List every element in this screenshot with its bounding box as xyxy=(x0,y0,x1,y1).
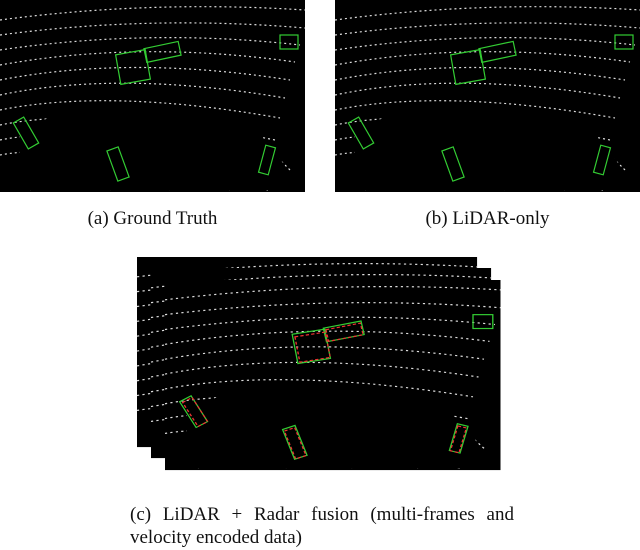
caption: (a) Ground Truth xyxy=(87,208,218,229)
lidar-only-scan xyxy=(334,0,640,193)
fusion-scan-front xyxy=(164,279,502,471)
ground-truth-scan xyxy=(0,0,306,193)
caption: (b) LiDAR-only xyxy=(425,208,550,229)
caption: (c) LiDAR + Radar fusion (multi-frames a… xyxy=(130,504,514,548)
